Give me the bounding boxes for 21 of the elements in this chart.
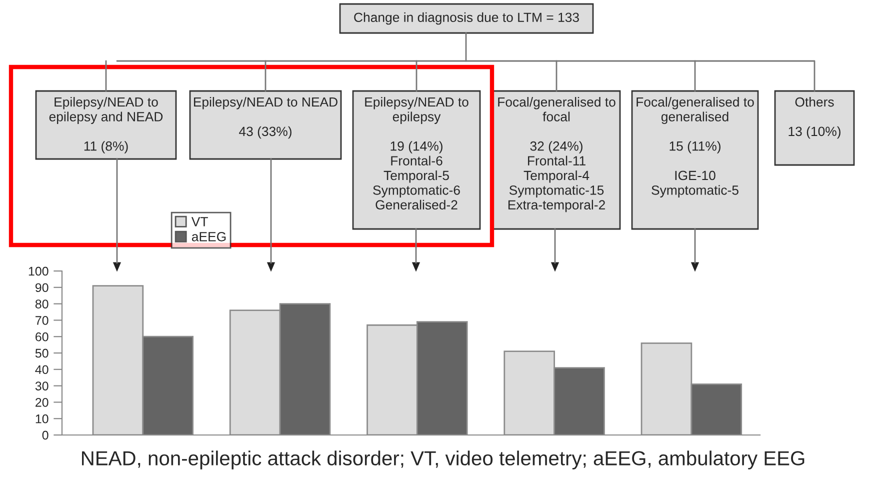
text: Epilepsy/NEAD to epilepsy 19 (14%) Frontal-6 Temporal-5 Symptomatic-6 Generalised-2 xyxy=(365,97,468,210)
y-tick-label: 40 xyxy=(35,365,48,374)
y-tick-label: 60 xyxy=(36,332,48,342)
text: Focal/generalised to generalised 15 (11%) IGE-10 Symptomatic-5 xyxy=(636,97,754,198)
text: NEAD, non-epileptic attack disorder; VT, video telemetry; aEEG, ambulatory EEG xyxy=(82,450,804,470)
y-tick-label: 100 xyxy=(28,266,48,276)
y-tick-label: 90 xyxy=(35,283,48,292)
y-tick-label: 20 xyxy=(36,398,48,407)
y-tick-label: 50 xyxy=(35,348,48,358)
text: Focal/generalised to focal 32 (24%) Frontal-11 Temporal-4 Symptomatic-15 Extra-temporal-2 xyxy=(498,97,616,212)
y-tick-label: 0 xyxy=(42,430,48,440)
y-tick-label: 10 xyxy=(36,414,48,424)
text: Change in diagnosis due to LTM = 133 xyxy=(354,12,579,25)
text: Epilepsy/NEAD to epilepsy and NEAD 11 (8%) xyxy=(49,97,163,154)
legend-label: VT xyxy=(191,217,208,226)
legend-label: aEEG xyxy=(192,232,226,242)
text: Others 13 (10%) xyxy=(788,97,840,139)
text: Epilepsy/NEAD to NEAD 43 (33%) xyxy=(194,97,338,139)
y-tick-label: 70 xyxy=(36,316,48,325)
y-tick-label: 80 xyxy=(35,300,48,308)
y-tick-label: 30 xyxy=(35,382,48,390)
